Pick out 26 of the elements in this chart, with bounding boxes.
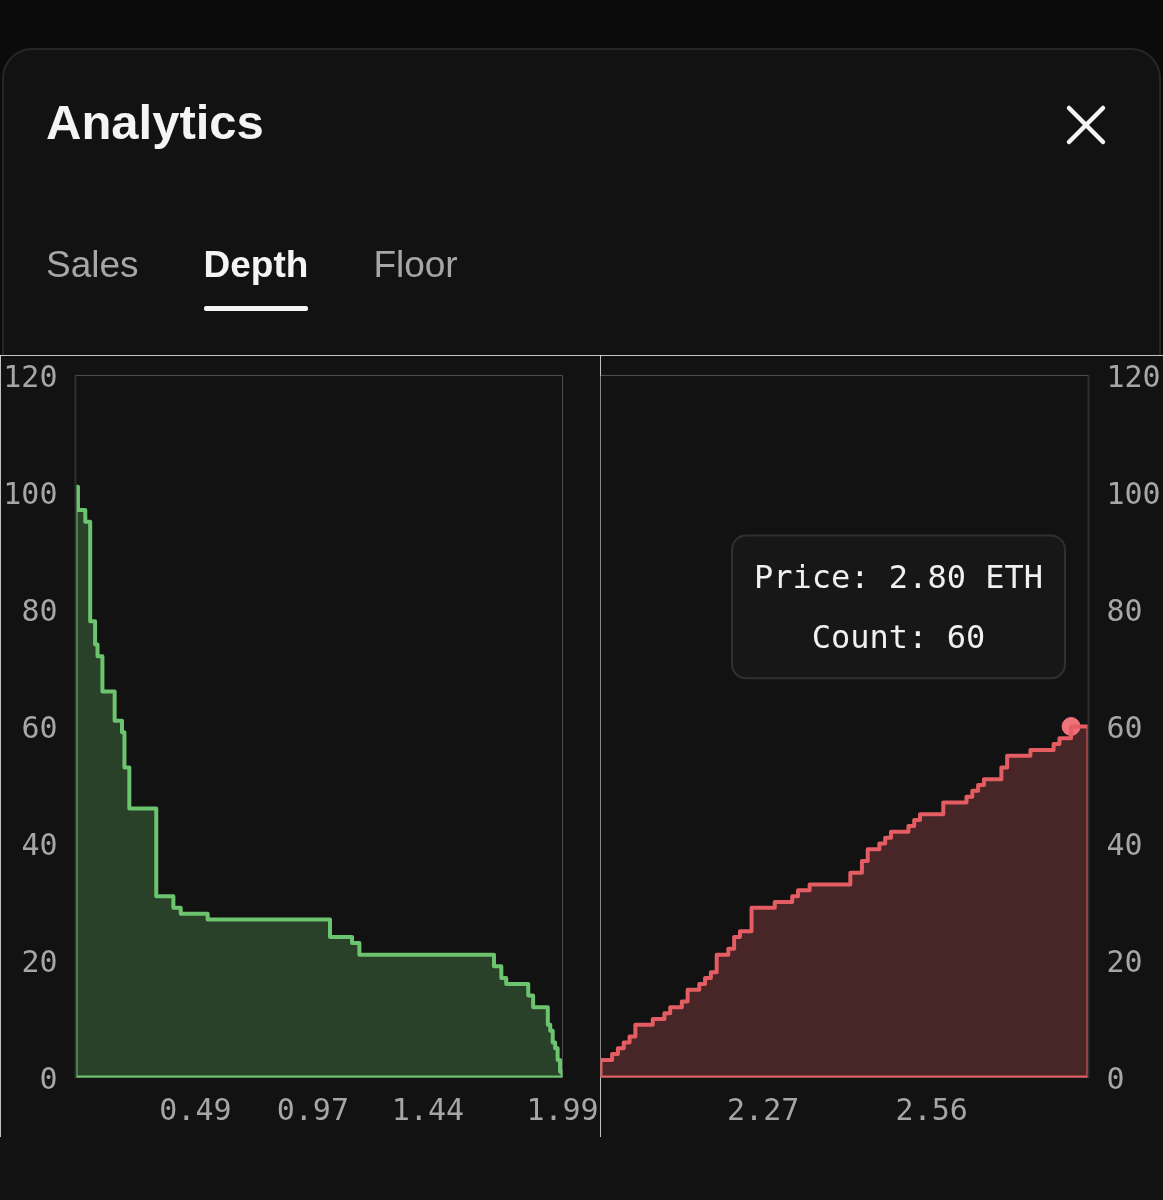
x-tick-label: 2.56	[895, 1091, 968, 1127]
y-tick-label: 60	[21, 709, 58, 745]
y2-tick-label: 0	[1106, 1060, 1125, 1096]
text: Sales	[46, 243, 139, 287]
chart-title: Analytics	[46, 94, 264, 151]
y-tick-label: 0	[39, 1060, 58, 1096]
y2-tick-label: 100	[1106, 475, 1161, 511]
y-tick-label: 100	[3, 475, 58, 511]
y-tick-label: 80	[21, 592, 58, 628]
x-tick-label: 2.27	[727, 1091, 800, 1127]
chart-subtitle: Depth	[203, 243, 309, 287]
y2-tick-label: 60	[1106, 709, 1143, 745]
x-tick-label: 0.49	[159, 1091, 232, 1127]
x-tick-label: 1.99	[526, 1091, 599, 1127]
y2-tick-label: 80	[1106, 592, 1143, 628]
y2-tick-label: 40	[1106, 826, 1143, 862]
y2-tick-label: 120	[1106, 358, 1161, 394]
x-tick-label: 1.44	[391, 1091, 465, 1127]
annotation: Price: 2.80 ETH	[754, 557, 1043, 596]
annotation: Count: 60	[811, 618, 986, 657]
y-tick-label: 40	[21, 826, 58, 862]
text: Floor	[373, 243, 458, 287]
y2-tick-label: 20	[1106, 943, 1143, 979]
x-tick-label: 0.97	[276, 1091, 350, 1127]
y-tick-label: 120	[3, 358, 58, 394]
y-tick-label: 20	[21, 943, 58, 979]
